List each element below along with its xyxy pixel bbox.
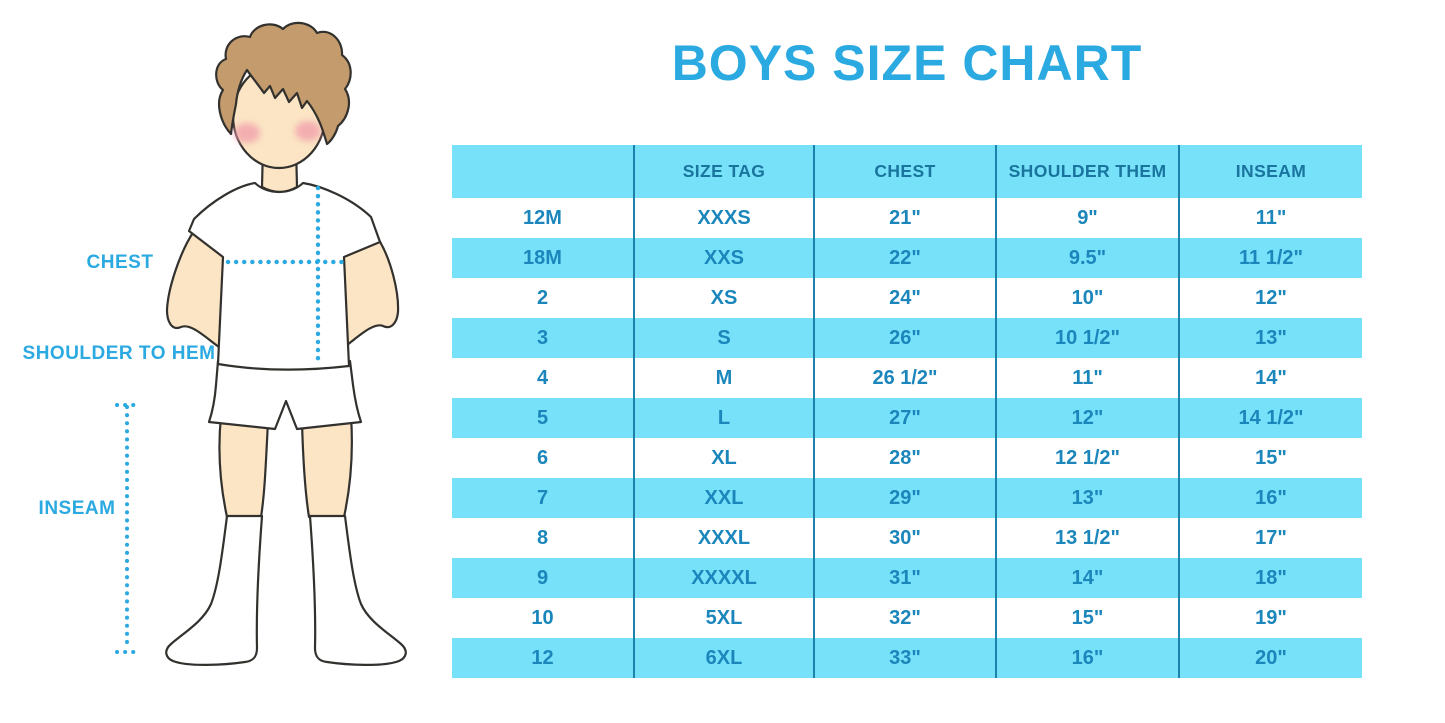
table-cell: 6: [536, 446, 549, 469]
boy-right-sock: [308, 514, 407, 666]
chest-label: CHEST: [87, 252, 154, 273]
table-cell: 30": [813, 518, 995, 558]
table-cell: 12": [1178, 278, 1362, 318]
table-cell: 13 1/2": [995, 518, 1178, 558]
table-cell: 13": [995, 478, 1178, 518]
boy-left-leg: [218, 414, 270, 519]
table-cell: 11": [995, 358, 1178, 398]
table-cell: 12M: [523, 206, 562, 229]
table-cell: 12": [995, 398, 1178, 438]
table-row: 6 XL 28" 12 1/2" 15": [452, 438, 1362, 478]
table-cell: 27": [813, 398, 995, 438]
boy-right-blush: [295, 121, 321, 141]
table-cell: 18": [1178, 558, 1362, 598]
table-row: 18M XXS 22" 9.5" 11 1/2": [452, 238, 1362, 278]
boy-hair: [215, 21, 352, 146]
page-title: BOYS SIZE CHART: [671, 35, 1143, 91]
table-cell: 21": [813, 198, 995, 238]
table-cell: 10 1/2": [995, 318, 1178, 358]
boy-right-leg: [300, 414, 353, 519]
table-row: 12 6XL 33" 16" 20": [452, 638, 1362, 678]
table-cell: 9": [995, 198, 1178, 238]
table-cell: 16": [1178, 478, 1362, 518]
table-cell: XL: [633, 438, 813, 478]
table-cell: 14": [1178, 358, 1362, 398]
table-cell: 9.5": [995, 238, 1178, 278]
header-cell-chest: CHEST: [813, 145, 995, 198]
table-cell: 16": [995, 638, 1178, 678]
header-cell-inseam: INSEAM: [1178, 145, 1362, 198]
table-row: 2 XS 24" 10" 12": [452, 278, 1362, 318]
table-row: 9 XXXXL 31" 14" 18": [452, 558, 1362, 598]
header-cell-shoulder-them: SHOULDER THEM: [995, 145, 1178, 198]
header-cell-size-tag: SIZE TAG: [633, 145, 813, 198]
table-cell: 17": [1178, 518, 1362, 558]
table-cell: S: [633, 318, 813, 358]
table-cell: 7: [536, 486, 549, 509]
table-row: 5 L 27" 12" 14 1/2": [452, 398, 1362, 438]
table-cell: 3: [536, 326, 549, 349]
size-table: SIZE TAG CHEST SHOULDER THEM INSEAM 12M X…: [452, 145, 1362, 678]
table-cell: 28": [813, 438, 995, 478]
table-cell: 18M: [523, 246, 562, 269]
table-cell: XXXL: [633, 518, 813, 558]
table-cell: 26": [813, 318, 995, 358]
boy-tshirt: [187, 181, 382, 371]
table-cell: 4: [536, 366, 549, 389]
table-cell: 33": [813, 638, 995, 678]
table-cell: M: [633, 358, 813, 398]
table-cell: 9: [536, 566, 549, 589]
boy-measurement-illustration: CHEST SHOULDER TO HEM INSEAM: [0, 0, 460, 723]
table-cell: 31": [813, 558, 995, 598]
table-cell: 11": [1178, 198, 1362, 238]
table-cell: 8: [536, 526, 549, 549]
table-cell: 20": [1178, 638, 1362, 678]
table-cell: 24": [813, 278, 995, 318]
table-cell: XXXXL: [633, 558, 813, 598]
boy-left-arm: [165, 229, 227, 349]
table-cell: 11 1/2": [1178, 238, 1362, 278]
table-row: 8 XXXL 30" 13 1/2" 17": [452, 518, 1362, 558]
table-cell: XXS: [633, 238, 813, 278]
table-row: 10 5XL 32" 15" 19": [452, 598, 1362, 638]
table-cell: XXL: [633, 478, 813, 518]
table-row: 4 M 26 1/2" 11" 14": [452, 358, 1362, 398]
table-cell: 13": [1178, 318, 1362, 358]
boy-left-sock: [165, 514, 264, 666]
table-cell: XS: [633, 278, 813, 318]
table-cell: XXXS: [633, 198, 813, 238]
table-row: 12M XXXS 21" 9" 11": [452, 198, 1362, 238]
table-row: 3 S 26" 10 1/2" 13": [452, 318, 1362, 358]
table-cell: 19": [1178, 598, 1362, 638]
boy-figure-svg: CHEST SHOULDER TO HEM INSEAM: [23, 21, 407, 666]
table-cell: 32": [813, 598, 995, 638]
boy-shorts: [207, 359, 363, 431]
table-cell: 22": [813, 238, 995, 278]
size-table-header-row: SIZE TAG CHEST SHOULDER THEM INSEAM: [452, 145, 1362, 198]
table-cell: 10": [995, 278, 1178, 318]
table-cell: L: [633, 398, 813, 438]
table-cell: 15": [995, 598, 1178, 638]
table-cell: 26 1/2": [813, 358, 995, 398]
inseam-label: INSEAM: [39, 498, 116, 519]
header-cell-size: [452, 145, 633, 198]
table-cell: 5: [536, 406, 549, 429]
table-cell: 10: [531, 606, 554, 629]
table-cell: 2: [536, 286, 549, 309]
shoulder-to-hem-label: SHOULDER TO HEM: [23, 343, 216, 364]
size-table-body: 12M XXXS 21" 9" 11" 18M XXS 22" 9.5" 11 1/2" 2 XS 24…: [452, 198, 1362, 678]
table-cell: 29": [813, 478, 995, 518]
table-cell: 6XL: [633, 638, 813, 678]
table-cell: 12 1/2": [995, 438, 1178, 478]
table-cell: 14 1/2": [1178, 398, 1362, 438]
table-cell: 15": [1178, 438, 1362, 478]
boy-left-blush: [234, 123, 260, 143]
boy-right-arm: [339, 238, 400, 347]
table-row: 7 XXL 29" 13" 16": [452, 478, 1362, 518]
table-cell: 14": [995, 558, 1178, 598]
table-cell: 12: [531, 646, 554, 669]
table-cell: 5XL: [633, 598, 813, 638]
